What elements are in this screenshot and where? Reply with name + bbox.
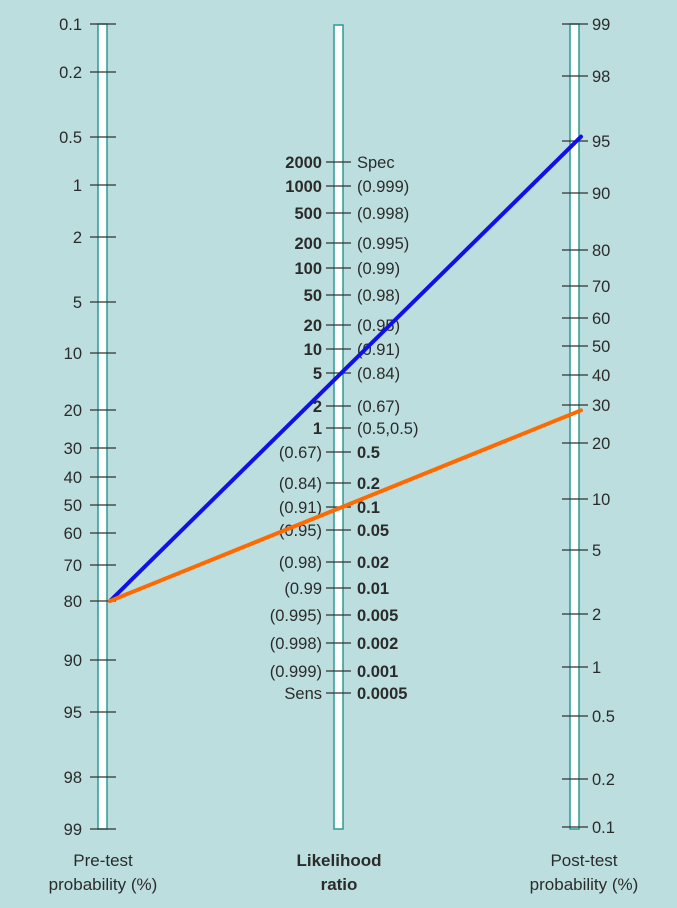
posttest-tick-label-0-5: 0.5 [592,708,615,726]
posttest-tick-label-30: 30 [592,397,610,415]
pretest-tick-label-5: 5 [73,294,82,312]
posttest-tick-label-10: 10 [592,491,610,509]
posttest-tick-label-95: 95 [592,133,610,151]
likelihood-left-label-100: 100 [294,260,322,278]
pretest-tick-label-40: 40 [64,469,82,487]
posttest-caption-line2: probability (%) [530,875,639,894]
likelihood-right-label-0-05: 0.05 [357,522,389,540]
likelihood-left-label-5: 5 [313,365,322,383]
posttest-tick-label-40: 40 [592,367,610,385]
likelihood-left-label-0-995: (0.995) [270,607,322,625]
likelihood-right-label-0-0005: 0.0005 [357,685,407,703]
pretest-tick-label-98: 98 [64,769,82,787]
posttest-tick-label-5: 5 [592,542,601,560]
likelihood-right-label-spec: Spec [357,154,395,172]
likelihood-axis-bar [333,24,344,830]
likelihood-right-label-0-2: 0.2 [357,475,380,493]
pretest-tick-label-95: 95 [64,704,82,722]
posttest-tick-label-90: 90 [592,185,610,203]
likelihood-left-label-0-98: (0.98) [279,554,322,572]
pretest-tick-label-90: 90 [64,652,82,670]
likelihood-right-label-0-02: 0.02 [357,554,389,572]
likelihood-right-label-0-1: 0.1 [357,499,380,517]
likelihood-right-label-0-5: 0.5 [357,444,380,462]
likelihood-left-label-0-84: (0.84) [279,475,322,493]
likelihood-right-label-0-001: 0.001 [357,663,398,681]
pretest-axis-bar [97,23,108,830]
posttest-tick-label-0-1: 0.1 [592,819,615,837]
pretest-tick-label-50: 50 [64,497,82,515]
likelihood-right-label-0-67: (0.67) [357,398,400,416]
likelihood-right-label-0-999: (0.999) [357,178,409,196]
posttest-tick-label-99: 99 [592,16,610,34]
orange-probability-line [108,408,583,603]
posttest-caption-line1: Post-test [550,851,617,870]
pretest-tick-label-1: 1 [73,177,82,195]
likelihood-right-label-0-995: (0.995) [357,235,409,253]
likelihood-left-label-20: 20 [304,317,322,335]
likelihood-axis: 2000 Spec 1000 (0.999) 500 (0.998) 200 (0.995) 1… [270,154,419,703]
likelihood-right-label-0-84: (0.84) [357,365,400,383]
posttest-tick-label-1: 1 [592,659,601,677]
likelihood-left-label-0-67: (0.67) [279,444,322,462]
likelihood-left-label-0-998: (0.998) [270,635,322,653]
pretest-caption-line2: probability (%) [49,875,158,894]
likelihood-left-label-50: 50 [304,287,322,305]
likelihood-left-label-10: 10 [304,341,322,359]
pretest-tick-label-0-5: 0.5 [59,129,82,147]
likelihood-left-label-1000: 1000 [285,178,322,196]
posttest-tick-label-20: 20 [592,435,610,453]
pretest-caption-line1: Pre-test [73,851,133,870]
pretest-tick-label-10: 10 [64,345,82,363]
pretest-tick-label-2: 2 [73,229,82,247]
pretest-tick-label-30: 30 [64,440,82,458]
pretest-tick-label-0-1: 0.1 [59,16,82,34]
pretest-tick-label-20: 20 [64,402,82,420]
probability-lines [108,134,583,603]
likelihood-right-label-0-002: 0.002 [357,635,398,653]
posttest-tick-label-2: 2 [592,606,601,624]
likelihood-right-label-0-99: (0.99) [357,260,400,278]
pretest-tick-label-60: 60 [64,525,82,543]
likelihood-right-label-0-998: (0.998) [357,205,409,223]
likelihood-right-label-0-5-0-5: (0.5,0.5) [357,420,418,438]
posttest-axis: 99 98 95 90 80 70 60 50 40 30 20 10 5 2 1 0.5 0.2 0.1 [562,16,615,837]
likelihood-left-label-500: 500 [294,205,322,223]
pretest-tick-label-0-2: 0.2 [59,64,82,82]
likelihood-right-label-0-01: 0.01 [357,580,389,598]
pretest-tick-label-99: 99 [64,821,82,839]
likelihood-left-label-2000: 2000 [285,154,322,172]
likelihood-right-label-0-95: (0.95) [357,317,400,335]
pretest-tick-label-80: 80 [64,593,82,611]
posttest-tick-label-50: 50 [592,338,610,356]
likelihood-right-label-0-005: 0.005 [357,607,398,625]
likelihood-caption-line1: Likelihood [297,851,382,870]
likelihood-left-label-sens: Sens [284,685,322,703]
likelihood-left-label-1: 1 [313,420,322,438]
likelihood-right-label-0-98: (0.98) [357,287,400,305]
likelihood-left-label-0-99: (0.99 [284,580,322,598]
likelihood-left-label-2: 2 [313,398,322,416]
posttest-tick-label-60: 60 [592,310,610,328]
blue-probability-line [108,134,583,603]
likelihood-left-label-0-91: (0.91) [279,499,322,517]
posttest-tick-label-0-2: 0.2 [592,771,615,789]
posttest-tick-label-98: 98 [592,68,610,86]
likelihood-left-label-0-999: (0.999) [270,663,322,681]
likelihood-left-label-200: 200 [294,235,322,253]
likelihood-caption-line2: ratio [321,875,358,894]
posttest-tick-label-80: 80 [592,242,610,260]
posttest-tick-label-70: 70 [592,278,610,296]
pretest-axis: 0.1 0.2 0.5 1 2 5 10 20 30 40 50 60 70 80 90 95 98 99 [59,16,116,839]
pretest-tick-label-70: 70 [64,557,82,575]
